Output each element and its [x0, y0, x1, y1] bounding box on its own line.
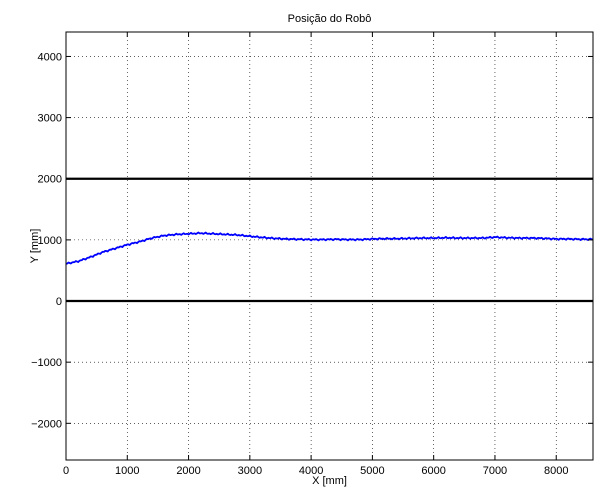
series-line	[65, 231, 594, 265]
x-tick-label: 5000	[360, 465, 384, 477]
y-tick-label: 2000	[38, 174, 62, 186]
ticks: 0 1000 2000 3000 4000 5000 6000 7000 8000 −2000 −1…	[31, 32, 593, 477]
plot-frame	[65, 31, 594, 461]
x-tick-label: 0	[63, 465, 69, 477]
y-tick-label: 1000	[38, 235, 62, 247]
y-tick-label: 3000	[38, 113, 62, 125]
x-tick-label: 1000	[115, 465, 139, 477]
y-tick-label: 4000	[38, 51, 62, 63]
series-layer	[65, 231, 594, 265]
x-axis-title: X [mm]	[312, 475, 347, 487]
chart-title: Posição do Robô	[288, 13, 372, 25]
x-tick-label: 2000	[176, 465, 200, 477]
x-tick-label: 6000	[421, 465, 445, 477]
y-tick-label: 0	[56, 296, 62, 308]
reference-lines	[66, 177, 593, 303]
x-tick-label: 7000	[483, 465, 507, 477]
y-tick-label: −2000	[31, 418, 62, 430]
x-tick-label: 3000	[238, 465, 262, 477]
x-tick-label: 4000	[299, 465, 323, 477]
x-tick-label: 8000	[544, 465, 568, 477]
y-axis-title: Y [mm]	[29, 229, 41, 264]
y-tick-label: −1000	[31, 357, 62, 369]
